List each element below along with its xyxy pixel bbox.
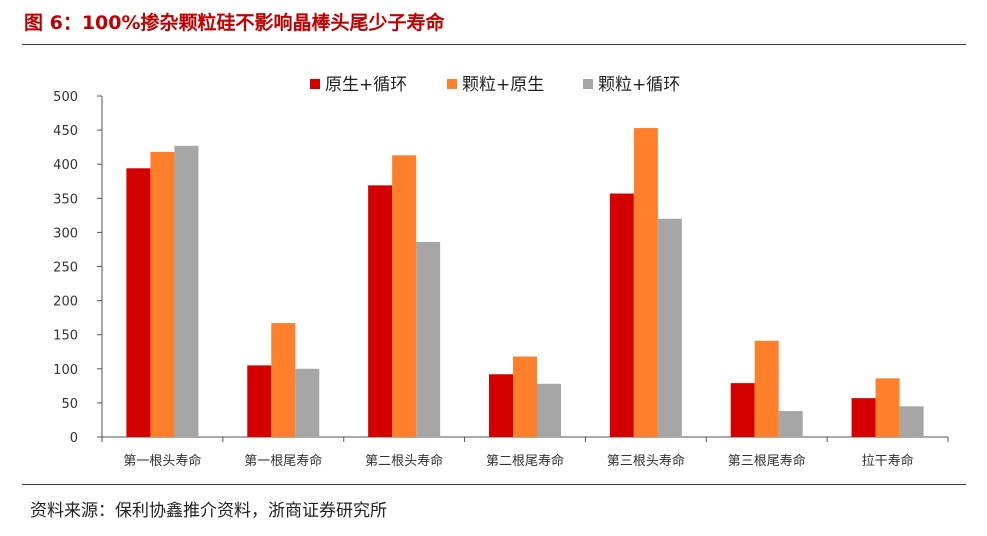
bar [609,193,634,437]
bar [875,378,900,437]
bar [851,398,876,437]
x-category-label: 第二根头寿命 [365,453,443,469]
x-category-label: 拉干寿命 [862,453,914,469]
y-tick-label: 350 [53,192,78,207]
legend-label: 颗粒+循环 [598,75,680,95]
bar [247,365,272,437]
bar [899,406,924,437]
bar [126,168,151,438]
y-tick-label: 500 [53,90,78,105]
x-category-label: 第三根头寿命 [607,453,685,469]
x-category-label: 第一根头寿命 [123,453,201,469]
bar [150,151,175,437]
legend-swatch [310,79,320,89]
bar [368,185,393,437]
bar [633,128,658,437]
y-tick-label: 450 [53,124,78,139]
y-tick-label: 200 [53,295,78,310]
bar [730,383,755,437]
bar [513,356,537,437]
x-category-label: 第二根尾寿命 [486,453,564,469]
y-tick-label: 0 [70,431,78,446]
bar [778,411,803,437]
bottom-rule [22,484,966,485]
x-axis: 第一根头寿命 第一根尾寿命 第二根头寿命 第二根尾寿命 第三根头寿命 第三根尾寿命 拉干寿命 [101,436,949,469]
bar [537,383,561,437]
y-tick-label: 100 [53,363,78,378]
figure-title: 图 6：100%掺杂颗粒硅不影响晶棒头尾少子寿命 [24,12,445,34]
bars [126,128,924,438]
legend-label: 颗粒+原生 [462,75,544,95]
bar [271,323,296,437]
source-note: 资料来源：保利协鑫推介资料，浙商证券研究所 [30,501,387,521]
legend-swatch [447,79,457,89]
y-tick-label: 250 [53,261,78,276]
bar [754,340,779,437]
x-category-label: 第三根尾寿命 [728,453,806,469]
top-rule [22,44,966,45]
y-tick-label: 150 [53,329,78,344]
y-tick-label: 400 [53,158,78,173]
bar [657,218,682,437]
bar [174,145,199,437]
y-tick-label: 50 [61,397,78,412]
legend: 原生+循环 颗粒+原生 颗粒+循环 [310,75,680,95]
legend-swatch [583,79,593,89]
bar [489,374,513,437]
bar-chart: 原生+循环 颗粒+原生 颗粒+循环 0 50 100 150 200 250 300 350 400… [53,75,949,469]
bar [416,241,441,437]
y-tick-label: 300 [53,226,78,241]
bar [295,368,320,437]
bar [392,155,417,438]
y-axis: 0 50 100 150 200 250 300 350 400 450 500 [53,90,103,446]
legend-label: 原生+循环 [325,75,407,95]
x-category-label: 第一根尾寿命 [244,453,322,469]
